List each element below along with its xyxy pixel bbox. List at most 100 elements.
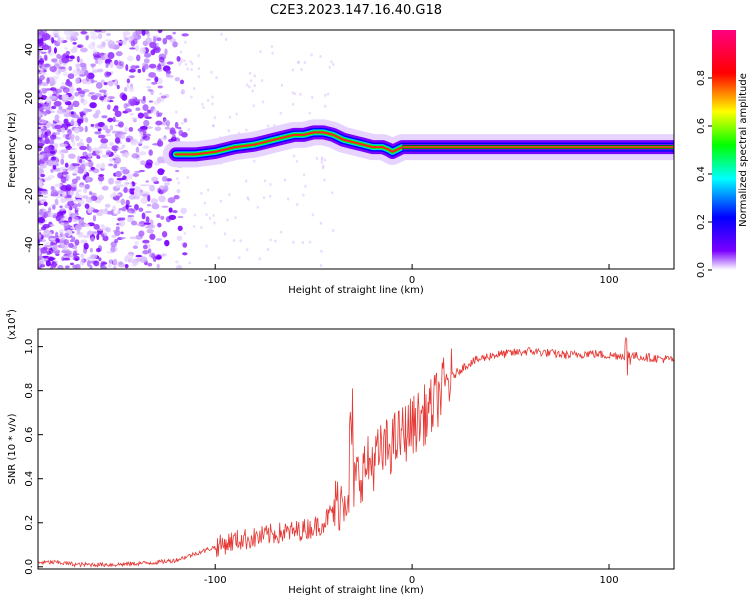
speckle-dot xyxy=(151,81,158,85)
x-tick-label: -100 xyxy=(204,575,227,586)
speckle-dot xyxy=(65,55,73,59)
speckle-dot xyxy=(123,181,129,187)
speckle-dot xyxy=(310,53,313,57)
speckle-dot xyxy=(78,158,83,163)
speckle-dot xyxy=(146,86,152,89)
speckle-dot xyxy=(98,89,107,93)
speckle-dot xyxy=(125,253,134,260)
speckle-dot xyxy=(152,36,157,43)
speckle-dot xyxy=(38,217,46,224)
speckle-dot xyxy=(143,195,149,199)
speckle-dot xyxy=(296,202,299,206)
speckle-dot xyxy=(183,59,186,63)
speckle-dot xyxy=(54,124,62,130)
speckle-dot xyxy=(70,226,75,230)
speckle-dot xyxy=(87,160,94,168)
speckle-dot xyxy=(79,163,86,171)
speckle-dot xyxy=(52,165,57,170)
speckle-dot xyxy=(72,100,80,108)
colorbar-tick-label: 0.2 xyxy=(696,214,707,230)
speckle-dot xyxy=(227,129,231,133)
speckle-dot xyxy=(148,248,152,253)
speckle-dot xyxy=(67,166,76,171)
speckle-dot xyxy=(186,67,189,71)
speckle-dot xyxy=(87,159,92,162)
speckle-dot xyxy=(256,205,259,209)
colorbar-ticks: 0.0 0.2 0.4 0.6 0.8 xyxy=(696,70,712,278)
speckle-dot xyxy=(311,213,315,217)
speckle-dot xyxy=(164,48,168,56)
speckle-dot xyxy=(131,153,140,159)
speckle-dot xyxy=(94,93,102,98)
speckle-dot xyxy=(124,263,129,269)
speckle-dot xyxy=(130,34,138,40)
speckle-dot xyxy=(89,192,97,196)
speckle-dot xyxy=(109,124,114,131)
speckle-dot xyxy=(304,184,307,188)
speckle-dot xyxy=(89,254,98,260)
speckle-dot xyxy=(66,106,74,111)
speckle-dot xyxy=(38,250,41,256)
speckle-dot xyxy=(100,52,105,56)
speckle-dot xyxy=(38,126,41,130)
speckle-dot xyxy=(79,111,83,115)
speckle-dot xyxy=(202,105,205,109)
speckle-dot xyxy=(300,67,303,71)
speckle-dot xyxy=(297,60,300,64)
speckle-dot xyxy=(38,142,42,148)
speckle-dot xyxy=(135,30,144,35)
speckle-dot xyxy=(57,190,64,194)
speckle-dot xyxy=(94,30,102,33)
speckle-dot xyxy=(161,231,168,238)
speckle-dot xyxy=(75,135,80,142)
speckle-dot xyxy=(270,44,274,48)
speckle-dot xyxy=(138,230,145,237)
speckle-dot xyxy=(73,165,79,173)
speckle-dot xyxy=(89,264,93,269)
speckle-dot xyxy=(64,30,71,36)
speckle-dot xyxy=(189,60,192,64)
speckle-dot xyxy=(176,188,181,194)
spectrogram-ridge xyxy=(162,119,674,168)
speckle-dot xyxy=(89,247,93,253)
speckle-dot xyxy=(315,156,319,160)
speckle-dot xyxy=(57,264,64,269)
speckle-dot xyxy=(59,233,66,241)
speckle-dot xyxy=(72,264,79,269)
speckle-dot xyxy=(330,191,334,195)
speckle-dot xyxy=(71,171,79,175)
speckle-dot xyxy=(38,139,43,143)
steady-tone xyxy=(402,146,674,148)
speckle-dot xyxy=(212,124,215,128)
speckle-dot xyxy=(129,113,134,116)
speckle-dot xyxy=(121,206,127,212)
speckle-dot xyxy=(107,40,116,48)
speckle-dot xyxy=(320,158,324,162)
speckle-dot xyxy=(303,60,306,64)
speckle-dot xyxy=(38,137,43,140)
speckle-dot xyxy=(69,206,73,211)
speckle-dot xyxy=(101,233,105,238)
speckle-dot xyxy=(148,63,157,69)
speckle-dot xyxy=(38,215,42,218)
speckle-dot xyxy=(331,229,335,233)
speckle-dot xyxy=(151,203,160,210)
speckle-dot xyxy=(77,117,84,122)
speckle-dot xyxy=(165,70,172,75)
speckle-dot xyxy=(102,235,109,242)
speckle-dot xyxy=(51,160,59,165)
speckle-dot xyxy=(116,193,121,197)
speckle-dot xyxy=(161,175,168,182)
speckle-dot xyxy=(136,223,142,226)
speckle-dot xyxy=(41,44,50,51)
speckle-dot xyxy=(279,111,283,115)
speckle-dot xyxy=(162,37,168,45)
speckle-dot xyxy=(42,224,50,229)
speckle-dot xyxy=(111,234,117,238)
speckle-dot xyxy=(137,68,142,74)
speckle-dot xyxy=(274,239,277,243)
speckle-dot xyxy=(38,35,42,40)
speckle-dot xyxy=(293,92,297,96)
speckle-dot xyxy=(97,194,105,201)
speckle-dot xyxy=(156,110,160,118)
